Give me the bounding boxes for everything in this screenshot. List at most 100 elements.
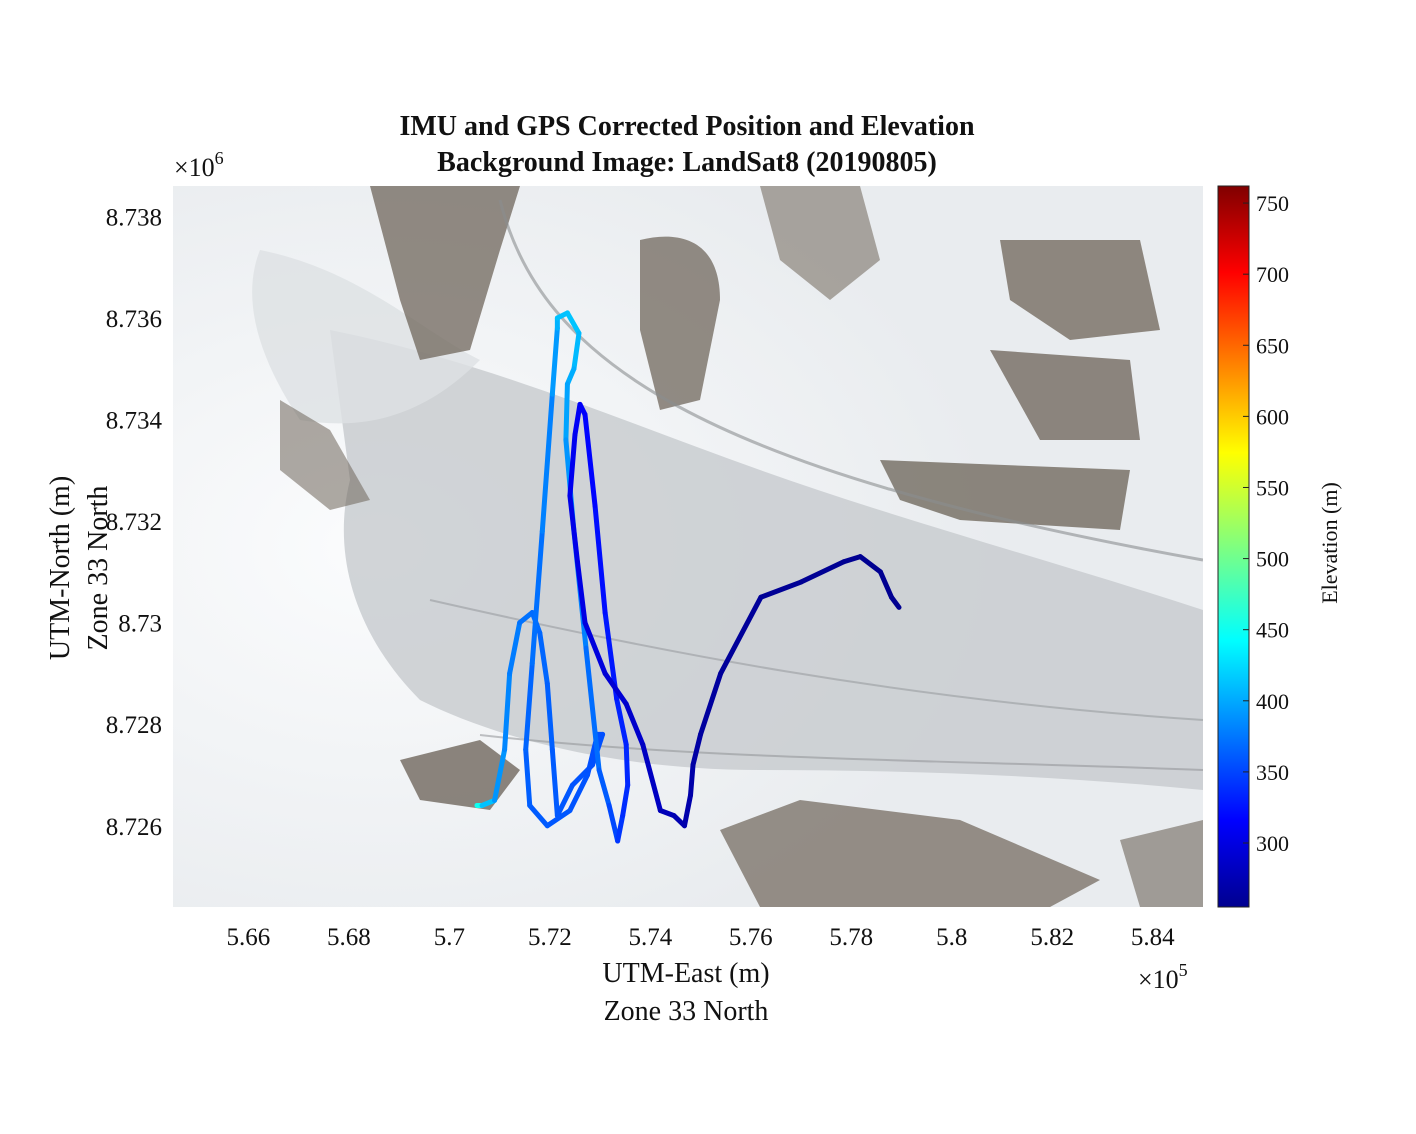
track-segment <box>492 747 508 803</box>
colorbar-tick-label: 450 <box>1256 618 1289 643</box>
track-segment <box>758 579 804 600</box>
colorbar-tick-label: 750 <box>1256 191 1289 216</box>
track-segment <box>564 366 577 387</box>
satellite-background <box>173 186 1203 907</box>
track-segment <box>681 792 694 829</box>
x-tick-label: 5.84 <box>1131 924 1175 951</box>
rock-south-3 <box>1120 820 1203 907</box>
track-segment <box>523 747 533 808</box>
x-tick-label: 5.8 <box>936 924 967 951</box>
flight-track <box>474 310 902 844</box>
x-tick-label: 5.76 <box>729 924 773 951</box>
x-ticks: 5.66 5.68 5.7 5.72 5.74 5.76 5.78 5.8 5.82 5.84 <box>226 924 1175 951</box>
track-segment <box>582 620 608 676</box>
track-segment <box>623 701 646 748</box>
x-axis-label: UTM-East (m) Zone 33 North <box>486 955 886 1031</box>
x-tick-label: 5.82 <box>1030 924 1074 951</box>
track-segment <box>523 660 535 753</box>
x-tick-label: 5.66 <box>226 924 270 951</box>
track-segment <box>698 670 724 737</box>
track-segment <box>615 813 626 844</box>
x-axis-label-line-1: UTM-East (m) <box>602 958 770 989</box>
track-segment <box>539 391 555 534</box>
y-tick-label: 8.726 <box>106 814 162 841</box>
track-segment <box>582 411 598 509</box>
track-segment <box>583 645 602 773</box>
track-segment <box>798 559 847 585</box>
track-segment <box>554 782 575 819</box>
x-axis-exponent: ×105 <box>1138 960 1188 995</box>
track-segment <box>623 742 631 788</box>
colorbar-tick-label: 350 <box>1256 760 1289 785</box>
y-ticks: 8.726 8.728 8.73 8.732 8.734 8.736 8.738 <box>106 204 163 840</box>
track-segment <box>877 569 894 600</box>
track-segment <box>620 782 631 819</box>
x-exponent-base: ×10 <box>1138 965 1179 994</box>
y-tick-label: 8.736 <box>106 306 162 333</box>
colorbar-tick-label: 500 <box>1256 547 1289 572</box>
colorbar-tick-label: 700 <box>1256 262 1289 287</box>
medial-moraine-2 <box>429 599 1203 721</box>
rock-ridge-north-3 <box>760 186 880 300</box>
rock-ridge-ne-2 <box>990 350 1140 440</box>
colorbar <box>1217 185 1250 908</box>
track-segment <box>688 762 696 798</box>
track-segment <box>567 772 591 814</box>
y-tick-label: 8.732 <box>106 509 162 536</box>
x-tick-label: 5.74 <box>628 924 672 951</box>
track-segment <box>544 808 573 829</box>
rock-south-2 <box>720 800 1100 907</box>
track-segment <box>549 325 560 397</box>
x-axis-label-line-2: Zone 33 North <box>603 996 769 1027</box>
track-segment <box>529 528 545 666</box>
track-segment <box>527 802 550 829</box>
y-axis-exponent: ×106 <box>174 148 224 183</box>
colorbar-tick-label: 400 <box>1256 689 1289 714</box>
rock-ridge-north-2 <box>640 236 720 410</box>
colorbar-tick-label: 650 <box>1256 333 1289 358</box>
track-segment <box>640 742 663 814</box>
track-segment <box>592 503 608 616</box>
rock-ridge-ne-1 <box>1000 240 1160 340</box>
x-exponent-power: 5 <box>1178 960 1188 980</box>
chart-title-line-1: IMU and GPS Corrected Position and Eleva… <box>399 111 975 142</box>
y-tick-label: 8.728 <box>106 712 162 739</box>
rock-west <box>280 400 370 510</box>
track-segment <box>537 630 550 687</box>
track-segment <box>841 554 863 565</box>
rock-ridge-ne-3 <box>880 460 1130 530</box>
track-segment <box>718 594 764 676</box>
track-segment <box>571 330 582 372</box>
colorbar-tick-label: 550 <box>1256 475 1289 500</box>
track-segment <box>572 401 583 438</box>
colorbar-tick-label: 300 <box>1256 831 1289 856</box>
track-segment <box>596 767 612 808</box>
track-segment <box>567 432 578 499</box>
x-tick-label: 5.68 <box>327 924 371 951</box>
track-segment <box>888 594 902 610</box>
track-segment <box>507 620 523 676</box>
medial-moraine-3 <box>479 734 1203 771</box>
rock-ridge-north-1 <box>370 186 520 360</box>
track-segment <box>614 696 629 748</box>
track-segment <box>602 670 629 707</box>
y-tick-label: 8.73 <box>118 611 162 638</box>
track-segment <box>549 747 560 819</box>
medial-moraine-1 <box>498 199 1203 562</box>
track-segment <box>606 802 621 844</box>
x-tick-label: 5.78 <box>829 924 873 951</box>
track-segment <box>564 310 582 336</box>
glacier-upper <box>252 250 480 424</box>
y-exponent-base: ×10 <box>174 153 215 182</box>
colorbar-tick-label: 600 <box>1256 404 1289 429</box>
track-segment <box>857 554 883 575</box>
track-segment <box>502 670 513 753</box>
y-tick-label: 8.734 <box>106 408 163 435</box>
track-segment <box>517 610 535 626</box>
chart-title-line-2: Background Image: LandSat8 (20190805) <box>437 147 937 178</box>
rock-south-1 <box>400 740 520 810</box>
colorbar-ticks: 300 350 400 450 500 550 600 650 700 750 <box>1243 191 1289 856</box>
track-segment <box>574 559 588 626</box>
